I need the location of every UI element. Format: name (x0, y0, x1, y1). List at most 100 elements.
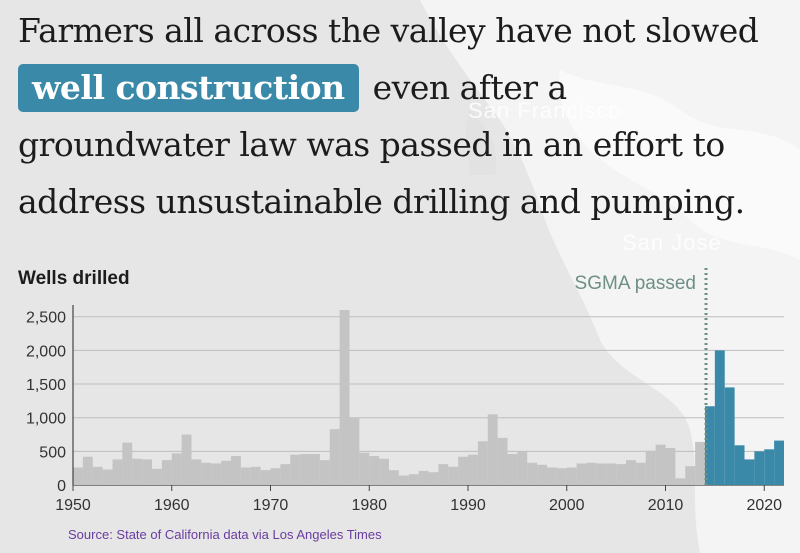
map-label-san-jose: San Jose (622, 230, 722, 255)
bar-1980 (369, 456, 380, 485)
chart-bars (73, 310, 784, 485)
x-tick-label: 2010 (648, 497, 684, 514)
bar-1956 (132, 458, 143, 485)
y-tick-label: 1,000 (26, 411, 66, 428)
bar-2015 (714, 350, 725, 485)
bar-2013 (695, 441, 705, 485)
y-axis: 0 500 1,000 1,500 2,000 2,500 (26, 305, 74, 495)
bar-2000 (566, 467, 577, 485)
bar-1988 (448, 466, 459, 485)
y-tick-label: 1,500 (26, 377, 66, 394)
bar-1984 (408, 474, 419, 485)
bar-1969 (260, 470, 271, 485)
bar-2016 (724, 387, 735, 485)
sgma-annotation: SGMA passed (575, 268, 708, 485)
headline: Farmers all across the valley have not s… (18, 2, 798, 230)
bar-2004 (606, 463, 617, 485)
bar-1973 (300, 454, 310, 485)
x-tick-label: 1970 (253, 497, 289, 514)
bar-2011 (675, 478, 686, 485)
bar-1953 (102, 469, 113, 485)
bar-2005 (616, 464, 626, 485)
bar-1987 (438, 464, 449, 485)
bar-1995 (517, 451, 528, 485)
bar-1963 (201, 462, 212, 485)
bar-2018 (744, 459, 755, 485)
headline-line-1: Farmers all across the valley have not s… (18, 11, 759, 50)
sgma-label: SGMA passed (575, 273, 696, 294)
bar-1961 (181, 434, 192, 485)
bar-1966 (231, 456, 241, 485)
bar-2003 (596, 463, 607, 485)
bar-2020 (764, 449, 775, 485)
x-tick-label: 1980 (351, 497, 387, 514)
bar-1976 (329, 429, 340, 485)
bar-1992 (487, 414, 498, 485)
chart-title: Wells drilled (18, 268, 130, 289)
bar-1954 (112, 459, 123, 485)
bar-1968 (250, 466, 261, 485)
bar-1977 (339, 310, 350, 485)
x-tick-label: 1960 (154, 497, 190, 514)
x-tick-label: 1990 (450, 497, 486, 514)
bar-2006 (626, 460, 636, 485)
bar-1978 (349, 417, 360, 485)
headline-line-3: groundwater law was passed in an effort … (18, 125, 725, 164)
y-tick-label: 2,000 (26, 343, 66, 360)
headline-line-2: well construction even after a (18, 59, 798, 116)
x-tick-label: 1950 (55, 497, 91, 514)
bar-1959 (161, 460, 172, 485)
bar-2010 (665, 447, 676, 485)
headline-line-2-rest: even after a (372, 68, 568, 107)
bar-2021 (774, 440, 784, 485)
y-tick-label: 2,500 (26, 310, 66, 327)
map-label-san-francisco: San Francisco (468, 98, 622, 123)
x-tick-label: 2000 (549, 497, 585, 514)
bar-2019 (754, 451, 765, 485)
bar-1971 (280, 464, 291, 485)
bar-1964 (211, 463, 222, 485)
headline-line-4: address unsustainable drilling and pumpi… (18, 182, 745, 221)
y-tick-label: 500 (39, 444, 66, 461)
bar-1965 (221, 460, 231, 485)
bar-1981 (379, 458, 389, 485)
bar-1989 (458, 456, 468, 485)
bar-2012 (685, 466, 696, 485)
bar-1999 (556, 468, 567, 485)
bar-1958 (152, 468, 162, 485)
bar-1957 (142, 459, 152, 485)
bar-1997 (537, 464, 547, 485)
bar-1986 (428, 472, 439, 485)
bar-1994 (507, 454, 518, 485)
x-tick-label: 2020 (746, 497, 782, 514)
x-axis: 1950 1960 1970 1980 1990 2000 2010 2020 (55, 485, 782, 514)
bar-1952 (92, 466, 103, 485)
bar-1991 (477, 441, 488, 485)
bar-1983 (398, 475, 409, 485)
bar-1982 (389, 470, 399, 485)
bar-1967 (240, 467, 251, 485)
bar-1960 (171, 453, 182, 485)
bar-1955 (122, 442, 133, 485)
bar-1970 (270, 468, 281, 485)
bar-2007 (635, 462, 646, 485)
headline-highlight-badge: well construction (18, 64, 359, 112)
bar-2002 (586, 462, 597, 485)
bar-1996 (527, 462, 538, 485)
bar-1998 (547, 467, 557, 485)
bar-2001 (576, 463, 587, 485)
bar-1979 (359, 452, 370, 485)
bar-2017 (734, 445, 745, 485)
bar-1985 (418, 470, 429, 485)
bar-1990 (468, 454, 478, 485)
bar-1975 (319, 460, 330, 485)
source-note: Source: State of California data via Los… (68, 527, 382, 542)
bar-1993 (497, 437, 508, 485)
bar-2014 (705, 406, 715, 485)
bar-2009 (655, 444, 666, 485)
y-tick-label: 0 (57, 478, 66, 495)
bar-2008 (645, 450, 656, 485)
bar-1950 (73, 467, 83, 485)
bar-1962 (191, 459, 202, 485)
